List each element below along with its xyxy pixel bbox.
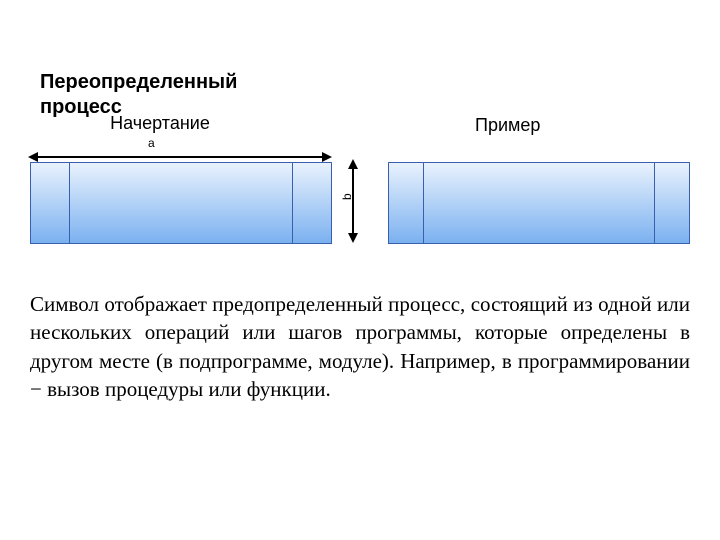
- dimension-a-label: a: [148, 136, 155, 150]
- arrow-line: [34, 156, 326, 158]
- dimension-a-arrow: [30, 152, 330, 162]
- symbol-inner-line-right: [292, 163, 293, 243]
- description-text: Символ отображает предопределенный проце…: [30, 290, 690, 403]
- symbol-inner-line-right: [654, 163, 655, 243]
- arrow-line: [352, 165, 354, 237]
- label-drawing: Начертание: [100, 114, 220, 134]
- predefined-process-example: [388, 162, 690, 244]
- symbol-inner-line-left: [69, 163, 70, 243]
- dimension-b-arrow: [348, 161, 358, 241]
- arrow-down-icon: [348, 233, 358, 243]
- symbol-inner-line-left: [423, 163, 424, 243]
- predefined-process-symbol: [30, 162, 332, 244]
- label-example: Пример: [475, 116, 555, 136]
- page: Переопределенный процесс Начертание Прим…: [0, 0, 720, 540]
- arrow-right-icon: [322, 152, 332, 162]
